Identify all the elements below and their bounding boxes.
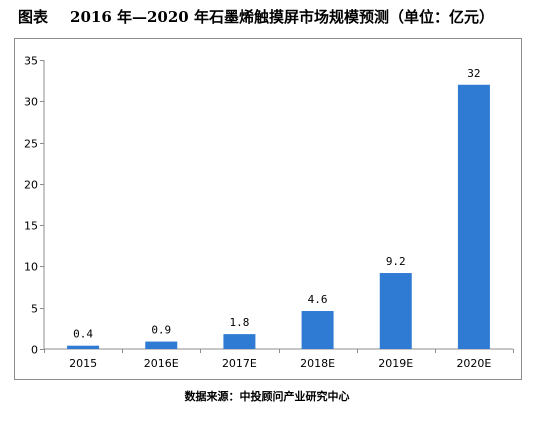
bar [301, 311, 334, 349]
data-label: 1.8 [229, 316, 249, 329]
data-label: 0.4 [73, 328, 93, 341]
y-tick-label: 30 [24, 96, 38, 109]
figure-label: 图表 [18, 8, 49, 26]
bar [457, 84, 490, 350]
x-tick-label: 2017E [222, 357, 257, 370]
x-tick-label: 2020E [456, 357, 491, 370]
y-tick-label: 20 [24, 179, 38, 192]
data-label: 32 [467, 67, 480, 80]
x-tick-label: 2015 [69, 357, 97, 370]
y-tick-label: 10 [24, 261, 38, 274]
chart-frame [14, 38, 522, 380]
y-tick-label: 15 [24, 220, 38, 233]
y-tick-label: 5 [31, 303, 38, 316]
data-label: 4.6 [308, 293, 328, 306]
data-source: 数据来源：中投顾问产业研究中心 [184, 390, 350, 403]
bar [223, 334, 256, 349]
figure-title: 2016 年—2020 年石墨烯触摸屏市场规模预测（单位：亿元） [70, 8, 494, 26]
bar [379, 273, 412, 349]
x-tick-label: 2018E [300, 357, 335, 370]
data-label: 0.9 [151, 324, 171, 337]
y-tick-label: 0 [31, 344, 38, 357]
y-tick-label: 35 [24, 55, 38, 68]
data-label: 9.2 [386, 255, 406, 268]
bar [67, 345, 100, 349]
chart-title: 图表 2016 年—2020 年石墨烯触摸屏市场规模预测（单位：亿元） [18, 4, 528, 30]
y-tick-label: 25 [24, 138, 38, 151]
bar [145, 341, 178, 349]
x-tick-label: 2019E [378, 357, 413, 370]
x-tick-label: 2016E [144, 357, 179, 370]
